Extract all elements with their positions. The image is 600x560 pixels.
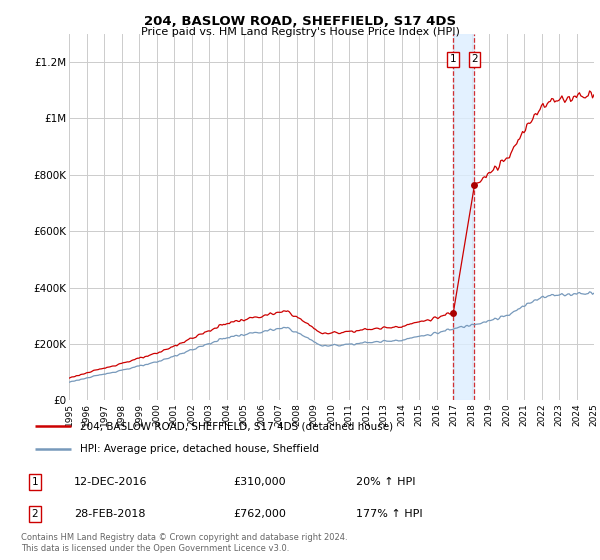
Text: 1: 1 [32, 477, 38, 487]
Text: £762,000: £762,000 [233, 509, 286, 519]
Text: 28-FEB-2018: 28-FEB-2018 [74, 509, 146, 519]
Text: Contains HM Land Registry data © Crown copyright and database right 2024.
This d: Contains HM Land Registry data © Crown c… [21, 533, 347, 553]
Text: 2: 2 [32, 509, 38, 519]
Text: 1: 1 [450, 54, 457, 64]
Text: 177% ↑ HPI: 177% ↑ HPI [356, 509, 422, 519]
Text: HPI: Average price, detached house, Sheffield: HPI: Average price, detached house, Shef… [80, 444, 319, 454]
Bar [453, 34, 475, 400]
Text: 20% ↑ HPI: 20% ↑ HPI [356, 477, 415, 487]
Text: Price paid vs. HM Land Registry's House Price Index (HPI): Price paid vs. HM Land Registry's House … [140, 27, 460, 37]
Text: 204, BASLOW ROAD, SHEFFIELD, S17 4DS: 204, BASLOW ROAD, SHEFFIELD, S17 4DS [144, 15, 456, 28]
Text: 204, BASLOW ROAD, SHEFFIELD, S17 4DS (detached house): 204, BASLOW ROAD, SHEFFIELD, S17 4DS (de… [80, 421, 393, 431]
Text: 2: 2 [471, 54, 478, 64]
Text: £310,000: £310,000 [233, 477, 286, 487]
Text: 12-DEC-2016: 12-DEC-2016 [74, 477, 148, 487]
